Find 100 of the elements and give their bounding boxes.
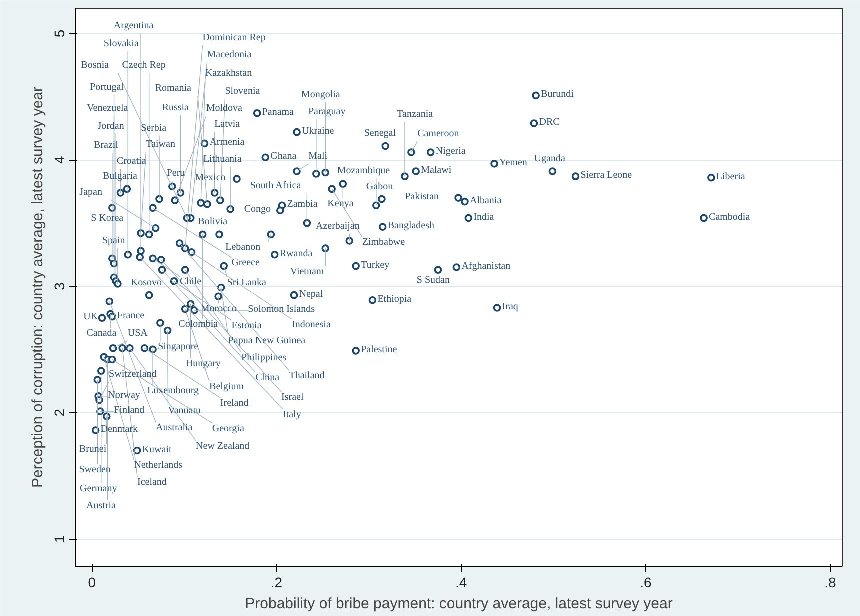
- annotation: Mali: [308, 151, 328, 162]
- annotation: Kosovo: [130, 277, 162, 288]
- annotation: Zimbabwe: [362, 237, 406, 248]
- annotation: Norway: [108, 390, 140, 401]
- x-tick-label: .2: [270, 574, 283, 590]
- annotation: Spain: [102, 235, 126, 246]
- y-tick-label: 3: [52, 282, 68, 290]
- annotation: Panama: [262, 106, 295, 118]
- annotation: Austria: [86, 500, 117, 512]
- annotation: Paraguay: [308, 106, 346, 118]
- annotation: Armenia: [210, 137, 246, 148]
- x-tick-label: .4: [455, 574, 468, 590]
- annotation: Gabon: [366, 181, 394, 192]
- annotation: S Sudan: [416, 275, 450, 286]
- annotation: South Africa: [250, 180, 302, 192]
- annotation: Slovenia: [225, 86, 261, 97]
- annotation: Netherlands: [134, 460, 183, 471]
- annotation: Israel: [282, 392, 304, 404]
- y-axis-title: Perception of corruption: country average, latest survey year: [30, 86, 46, 488]
- annotation: Bulgaria: [102, 171, 138, 182]
- annotation: Mexico: [195, 172, 226, 184]
- annotation: Japan: [80, 186, 102, 198]
- annotation: Peru: [166, 168, 186, 180]
- annotation: Iraq: [502, 301, 518, 312]
- x-tick-label: .6: [640, 574, 652, 590]
- annotation: Croatia: [116, 156, 147, 168]
- annotation: Congo: [244, 204, 272, 216]
- y-tick-label: 1: [52, 535, 68, 544]
- annotation: Senegal: [364, 128, 396, 140]
- annotation: Chile: [180, 276, 202, 288]
- annotation: Indonesia: [292, 319, 332, 330]
- annotation: New Zealand: [196, 440, 250, 452]
- annotation: Nepal: [299, 288, 324, 300]
- annotation: Estonia: [232, 320, 262, 332]
- x-tick-label: 0: [88, 574, 96, 590]
- annotation: Lebanon: [226, 242, 261, 254]
- annotation: Venezuela: [87, 103, 129, 114]
- annotation: Ghana: [270, 151, 298, 162]
- annotation: Serbia: [141, 122, 168, 134]
- annotation: Sri Lanka: [227, 277, 268, 288]
- annotation: Kuwait: [142, 444, 172, 456]
- annotation: Iceland: [138, 477, 167, 488]
- annotation: Bosnia: [81, 60, 110, 72]
- x-tick-label: .8: [824, 574, 837, 590]
- annotation: Cameroon: [418, 128, 460, 140]
- annotation: Taiwan: [146, 139, 176, 150]
- annotation: Latvia: [214, 118, 241, 130]
- annotation: Uganda: [534, 154, 566, 165]
- annotation: Greece: [232, 258, 260, 269]
- annotation: Romania: [155, 82, 192, 94]
- annotation: Portugal: [90, 82, 124, 94]
- annotation: Brazil: [94, 140, 119, 152]
- annotation: France: [117, 310, 146, 322]
- annotation: USA: [128, 328, 149, 339]
- annotation: Thailand: [289, 370, 325, 382]
- annotation: Nigeria: [436, 146, 466, 158]
- annotation: India: [474, 212, 495, 223]
- annotation: Azerbaijan: [316, 220, 360, 232]
- annotation: Bangladesh: [388, 220, 435, 232]
- annotation: Afghanistan: [462, 261, 511, 272]
- annotation: Malawi: [421, 165, 452, 176]
- annotation: Georgia: [212, 423, 245, 434]
- x-axis-title: Probability of bribe payment: country average, latest survey year: [245, 596, 673, 612]
- annotation: Morocco: [200, 304, 237, 315]
- annotation: Sweden: [79, 464, 111, 476]
- annotation: Zambia: [287, 199, 318, 210]
- annotation: Kazakhstan: [205, 68, 252, 80]
- annotation: Lithuania: [203, 154, 242, 165]
- annotation: Turkey: [361, 260, 390, 271]
- y-tick-label: 2: [52, 408, 68, 417]
- annotation: Colombia: [178, 319, 219, 330]
- y-tick-label: 4: [52, 156, 68, 164]
- annotation: Hungary: [186, 358, 221, 370]
- annotation: Australia: [156, 422, 194, 434]
- annotation: Russia: [162, 102, 190, 114]
- annotation: Ireland: [220, 398, 249, 409]
- annotation: Macedonia: [207, 49, 252, 60]
- annotation: Dominican Rep: [202, 32, 266, 44]
- annotation: Czech Rep: [122, 60, 166, 72]
- annotation: Luxembourg: [148, 386, 200, 397]
- annotation: Papua New Guinea: [228, 336, 306, 347]
- annotation: Jordan: [98, 120, 124, 132]
- annotation: Mongolia: [301, 89, 341, 100]
- annotation: Palestine: [361, 344, 398, 356]
- annotation: Ethiopia: [378, 294, 412, 305]
- annotation: UK: [84, 312, 99, 323]
- annotation: Tanzania: [397, 109, 434, 120]
- annotation: Belgium: [210, 382, 244, 393]
- annotation: Moldova: [206, 103, 244, 114]
- annotation: Liberia: [716, 171, 746, 182]
- annotation: Vietnam: [290, 266, 324, 278]
- annotation: Germany: [80, 484, 118, 495]
- annotation: Burundi: [541, 89, 574, 100]
- annotation: Argentina: [114, 20, 154, 32]
- annotation: Kenya: [328, 198, 354, 210]
- annotation: Rwanda: [280, 248, 314, 260]
- annotation: Philippines: [242, 352, 287, 364]
- annotation: Vanuatu: [168, 405, 202, 416]
- annotation: Finland: [114, 405, 145, 416]
- annotation: DRC: [539, 116, 560, 128]
